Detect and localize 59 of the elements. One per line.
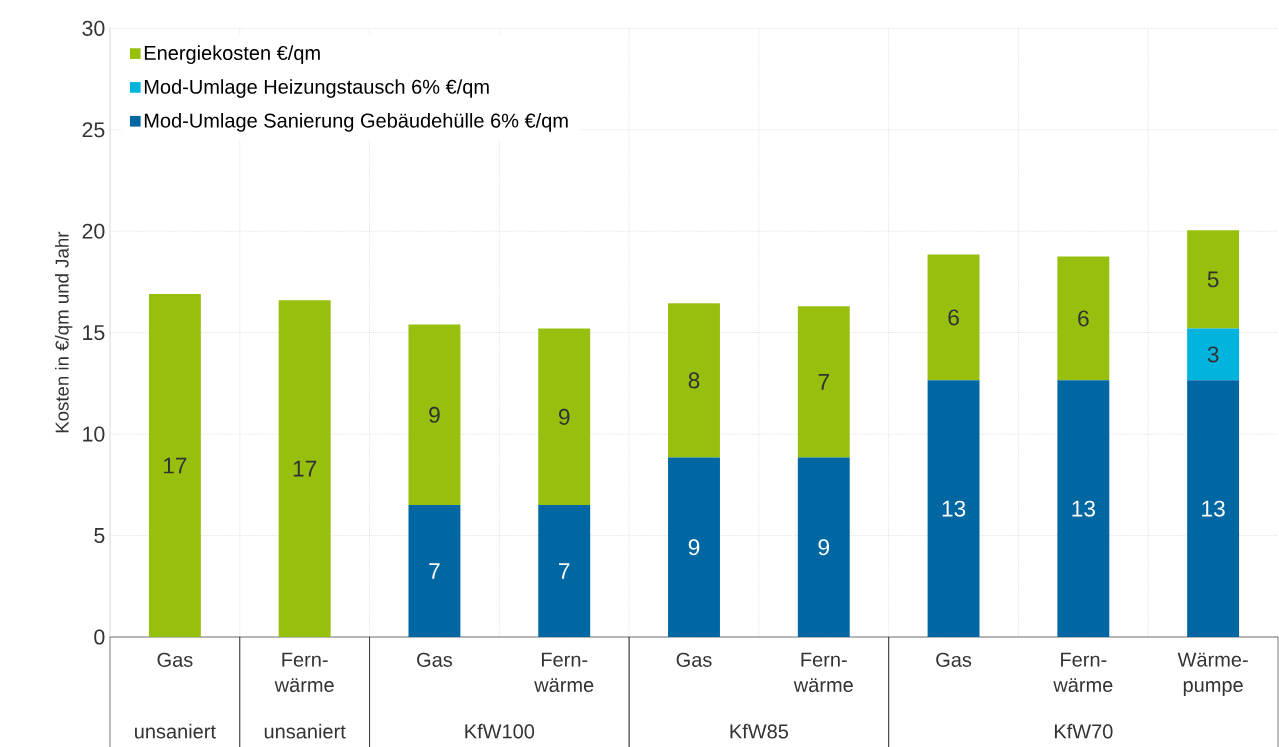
data-label: 3 [1207, 346, 1219, 363]
bar [668, 457, 720, 637]
x-tick-label: Gas [676, 652, 712, 667]
bar [538, 505, 591, 637]
data-label: 5 [1207, 271, 1219, 288]
data-label: 7 [429, 563, 440, 579]
bar [668, 303, 720, 458]
legend-label: Mod-Umlage Heizungstausch 6% €/qm [144, 79, 489, 98]
y-tick-label: 30 [82, 20, 105, 36]
data-label: 8 [688, 372, 700, 389]
y-tick-label: 10 [83, 426, 105, 442]
bar [1187, 230, 1240, 329]
text: KfW100 [465, 723, 535, 739]
data-label: 13 [1202, 500, 1225, 517]
text: unsaniert [135, 723, 216, 739]
data-label: 9 [818, 539, 830, 556]
bar [148, 294, 201, 637]
bar [927, 254, 980, 381]
bar [538, 328, 591, 506]
data-label: 17 [164, 457, 187, 474]
bar [1057, 256, 1110, 381]
bar [927, 380, 980, 637]
y-tick-label: 20 [82, 223, 105, 239]
bar [1057, 380, 1110, 637]
y-tick-label: 15 [83, 325, 105, 341]
bar [278, 300, 331, 637]
data-label: 9 [688, 539, 700, 556]
y-tick-label: 5 [94, 528, 105, 543]
bar [408, 324, 461, 506]
text: unsaniert [264, 723, 346, 739]
x-tick-label: Wärme-pumpe [1177, 652, 1248, 696]
y-tick-label: 0 [94, 629, 105, 645]
x-tick-label: Fern-wärme [1053, 652, 1113, 693]
data-label: 6 [948, 309, 959, 326]
y-axis-title: Kosten in €/qm und Jahr [55, 231, 73, 433]
legend-label: Mod-Umlage Sanierung Gebäudehülle 6% €/qm [144, 113, 568, 132]
data-label: 13 [942, 500, 966, 517]
x-tick-label: Fern-wärme [793, 652, 853, 693]
bar [408, 505, 461, 637]
bar [1187, 328, 1240, 381]
y-tick-label: 25 [82, 122, 105, 138]
text: KfW85 [730, 723, 789, 739]
x-tick-label: Fern-wärme [534, 652, 594, 693]
text: KfW70 [1054, 723, 1113, 739]
x-tick-label: Gas [157, 652, 193, 667]
data-label: 9 [429, 406, 440, 423]
legend-label: Energiekosten €/qm [144, 45, 320, 64]
bar [797, 306, 850, 458]
bar [797, 457, 850, 637]
x-tick-label: Gas [417, 652, 453, 667]
data-label: 17 [293, 460, 317, 477]
data-label: 7 [818, 374, 829, 390]
data-label: 13 [1072, 500, 1095, 517]
data-label: 9 [558, 408, 570, 425]
data-label: 7 [559, 563, 570, 579]
data-label: 6 [1078, 310, 1089, 327]
x-tick-label: Gas [936, 652, 972, 667]
x-tick-label: Fern-wärme [274, 652, 334, 693]
bar [1187, 380, 1240, 637]
